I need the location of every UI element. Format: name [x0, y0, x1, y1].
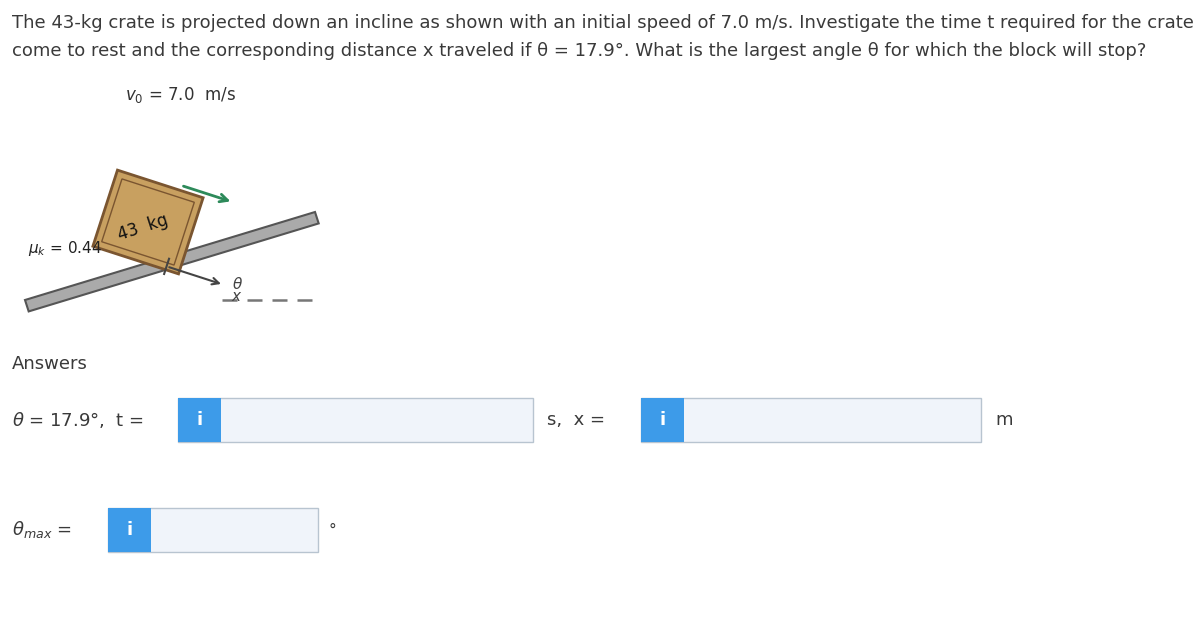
Text: The 43-kg crate is projected down an incline as shown with an initial speed of 7: The 43-kg crate is projected down an inc…: [12, 14, 1200, 32]
Text: m: m: [995, 411, 1013, 429]
Text: Answers: Answers: [12, 355, 88, 373]
Text: $v_0$ = 7.0  m/s: $v_0$ = 7.0 m/s: [125, 85, 236, 105]
Text: come to rest and the corresponding distance x traveled if θ = 17.9°. What is the: come to rest and the corresponding dista…: [12, 42, 1146, 60]
Polygon shape: [92, 170, 203, 274]
Text: s,  x =: s, x =: [547, 411, 611, 429]
Text: i: i: [660, 411, 666, 429]
FancyBboxPatch shape: [178, 398, 221, 442]
Text: °: °: [328, 523, 336, 538]
Text: θ: θ: [233, 277, 242, 292]
FancyBboxPatch shape: [641, 398, 982, 442]
Text: 43  kg: 43 kg: [115, 211, 170, 244]
FancyBboxPatch shape: [641, 398, 684, 442]
Text: i: i: [126, 521, 132, 539]
Text: $\theta_{max}$ =: $\theta_{max}$ =: [12, 520, 73, 541]
FancyBboxPatch shape: [178, 398, 533, 442]
FancyBboxPatch shape: [108, 508, 151, 552]
Text: i: i: [197, 411, 203, 429]
Text: $\theta$ = 17.9°,  t =: $\theta$ = 17.9°, t =: [12, 410, 145, 430]
Text: x: x: [232, 289, 240, 305]
Text: $\mu_k$ = 0.44: $\mu_k$ = 0.44: [28, 239, 102, 257]
Polygon shape: [25, 212, 319, 312]
FancyBboxPatch shape: [108, 508, 318, 552]
